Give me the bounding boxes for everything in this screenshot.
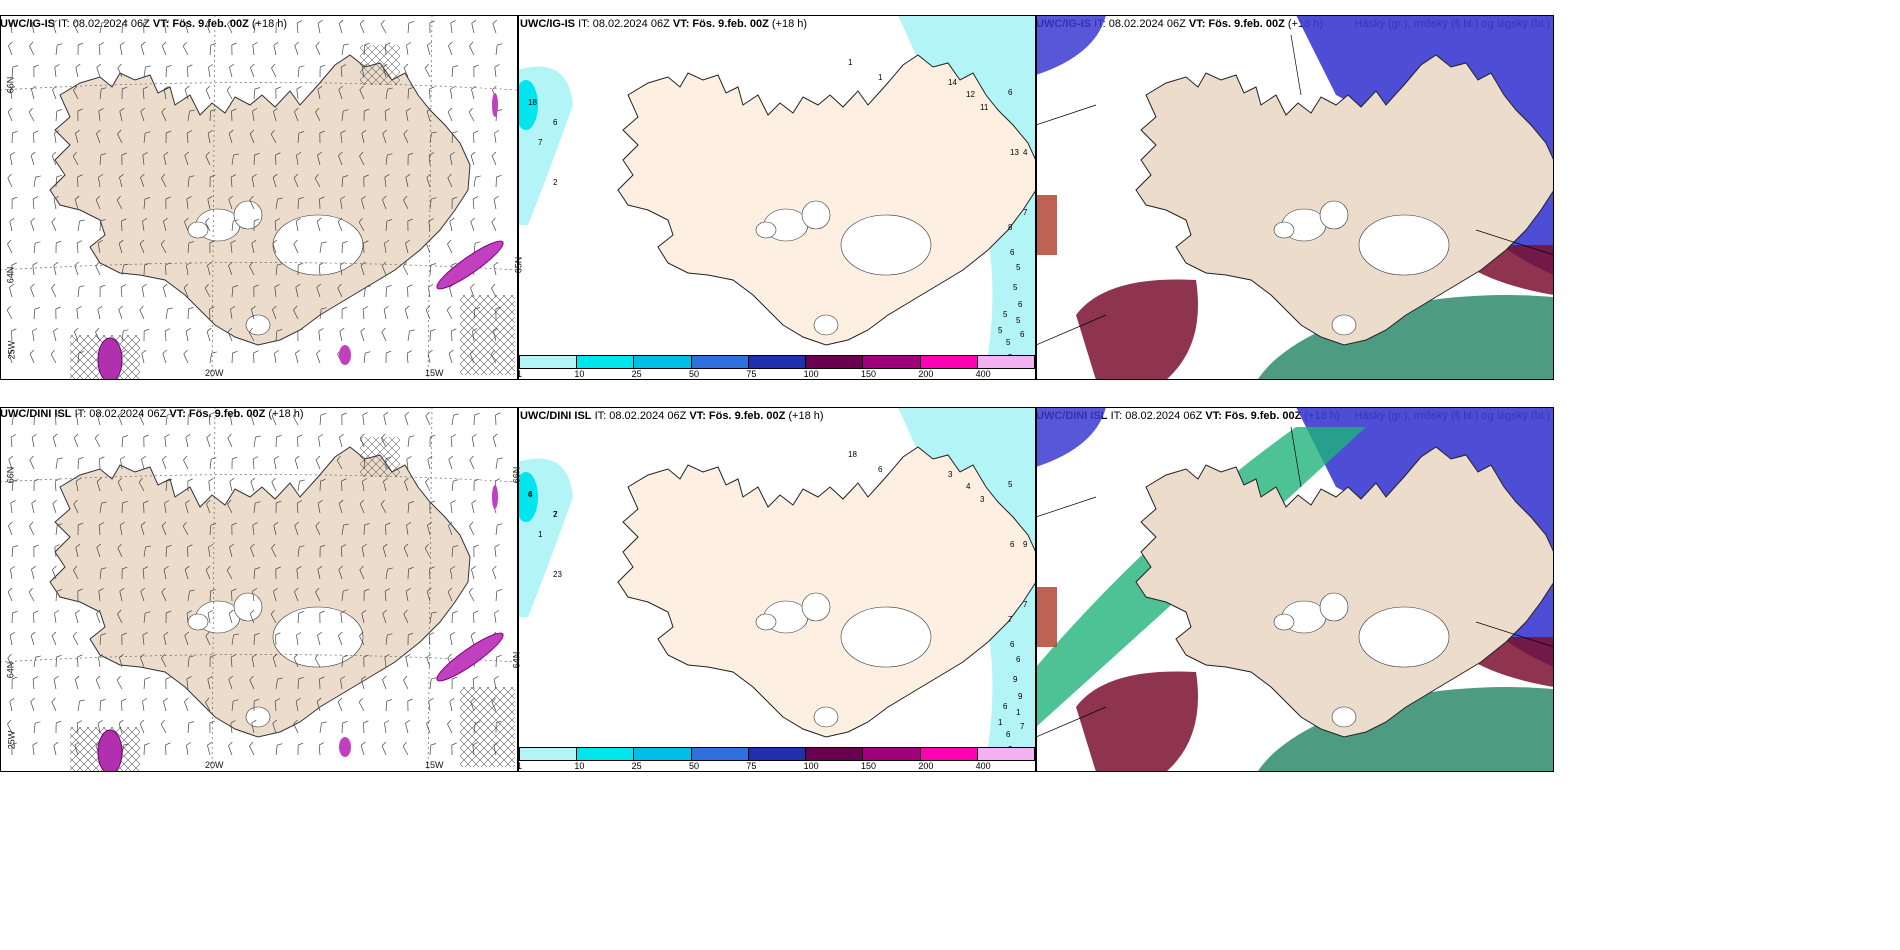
colorbar-swatch <box>520 748 578 760</box>
map-panel-cloud-dini <box>1036 407 1554 772</box>
lon-label: 15W <box>425 760 444 770</box>
colorbar-swatch <box>863 356 921 368</box>
colorbar-swatch <box>634 748 692 760</box>
lat-label: 66N <box>5 76 16 94</box>
colorbar-swatch <box>520 356 578 368</box>
lon-label: 25W <box>6 340 17 360</box>
precip-colorbar-ticks: 1 10 25 50 75 100 150 200 400 <box>517 369 1035 381</box>
lat-label: 66N <box>5 466 16 484</box>
map-panel-precip-dini <box>518 407 1036 772</box>
colorbar-tick: 400 <box>975 369 991 379</box>
lon-label: 25W <box>6 730 17 750</box>
colorbar-tick: 100 <box>803 761 819 771</box>
colorbar-swatch <box>577 748 635 760</box>
colorbar-swatch <box>577 356 635 368</box>
map-panel-cloud-igis <box>1036 15 1554 380</box>
colorbar-tick: 50 <box>689 369 700 379</box>
precip-colorbar <box>519 747 1035 761</box>
colorbar-tick: 25 <box>631 369 642 379</box>
colorbar-swatch <box>920 356 978 368</box>
colorbar-swatch <box>806 748 864 760</box>
colorbar-tick: 400 <box>975 761 991 771</box>
panel-header: UWC/IG-IS IT: 08.02.2024 06Z VT: Fös. 9.… <box>1036 18 1324 30</box>
colorbar-swatch <box>977 356 1034 368</box>
colorbar-swatch <box>977 748 1034 760</box>
colorbar-tick: 100 <box>803 369 819 379</box>
colorbar-tick: 50 <box>689 761 700 771</box>
panel-header: UWC/DINI ISL IT: 08.02.2024 06Z VT: Fös.… <box>0 408 304 420</box>
colorbar-tick: 200 <box>918 369 934 379</box>
lat-label: 66N <box>511 466 522 484</box>
precip-title: Uppsöfnuð úrkoma (mm) <box>910 18 1032 30</box>
panel-header: UWC/IG-IS IT: 08.02.2024 06Z VT: Fös. 9.… <box>0 18 288 30</box>
panel-header: UWC/IG-IS IT: 08.02.2024 06Z VT: Fös. 9.… <box>520 18 808 30</box>
colorbar-tick: 150 <box>861 761 877 771</box>
colorbar-tick: 10 <box>574 761 585 771</box>
lon-label: 15W <box>425 368 444 378</box>
colorbar-swatch <box>806 356 864 368</box>
map-panel-wind-igis <box>0 15 518 380</box>
colorbar-tick: 1 <box>517 369 523 379</box>
cloud-title: Háský (gr.), miðský (fj.bl.) og lágský (… <box>1354 410 1550 422</box>
lon-label: 20W <box>205 368 224 378</box>
colorbar-swatch <box>691 356 749 368</box>
colorbar-tick: 200 <box>918 761 934 771</box>
lon-label: 20W <box>205 760 224 770</box>
lat-label: 64N <box>5 266 16 284</box>
colorbar-swatch <box>863 748 921 760</box>
colorbar-tick: 1 <box>517 761 523 771</box>
map-panel-precip-igis <box>518 15 1036 380</box>
cloud-title: Háský (gr.), miðský (fj.bl.) og lágský (… <box>1354 18 1550 30</box>
colorbar-tick: 75 <box>746 761 757 771</box>
colorbar-swatch <box>634 356 692 368</box>
colorbar-tick: 10 <box>574 369 585 379</box>
colorbar-tick: 25 <box>631 761 642 771</box>
colorbar-swatch <box>691 748 749 760</box>
panel-header: UWC/DINI ISL IT: 08.02.2024 06Z VT: Fös.… <box>520 410 824 422</box>
lat-label: 64N <box>5 661 16 679</box>
map-panel-wind-dini <box>0 407 518 772</box>
colorbar-swatch <box>748 356 807 368</box>
colorbar-swatch <box>920 748 978 760</box>
lat-label: 65N <box>513 256 524 274</box>
colorbar-swatch <box>748 748 807 760</box>
precip-title: Uppsöfnuð úrkoma (mm) <box>910 410 1032 422</box>
panel-header: UWC/DINI ISL IT: 08.02.2024 06Z VT: Fös.… <box>1036 410 1340 422</box>
precip-colorbar-ticks: 1 10 25 50 75 100 150 200 400 <box>517 761 1035 773</box>
colorbar-tick: 150 <box>861 369 877 379</box>
colorbar-tick: 75 <box>746 369 757 379</box>
precip-colorbar <box>519 355 1035 369</box>
lat-label: 64N <box>511 651 522 669</box>
